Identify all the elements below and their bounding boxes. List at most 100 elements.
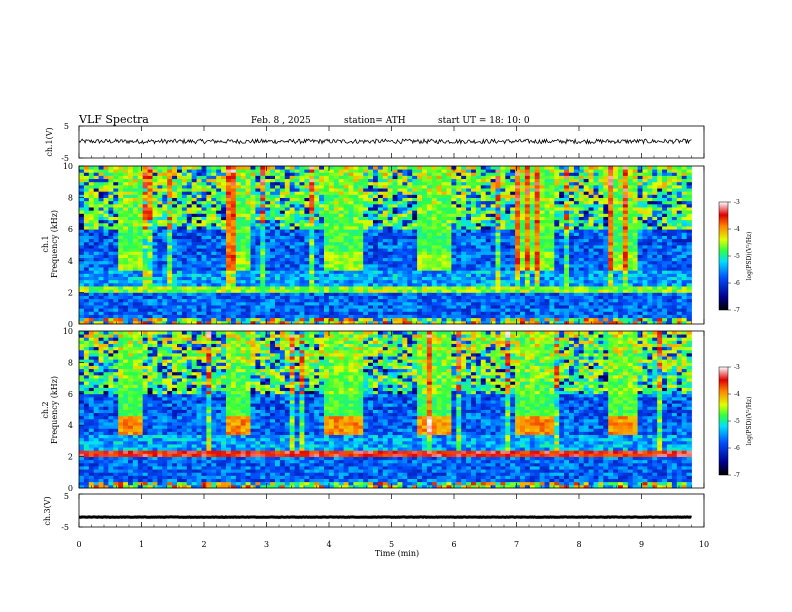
psd-cell	[132, 241, 139, 246]
psd-cell	[309, 178, 315, 183]
psd-cell	[520, 251, 526, 255]
psd-cell	[270, 188, 276, 192]
psd-cell	[451, 276, 457, 281]
psd-cell	[152, 245, 158, 249]
psd-cell	[529, 191, 536, 195]
psd-cell	[221, 251, 227, 255]
psd-cell	[113, 191, 119, 195]
psd-cell	[142, 194, 148, 198]
psd-cell	[534, 210, 540, 214]
psd-cell	[485, 226, 491, 230]
psd-cell	[167, 245, 173, 249]
psd-cell	[348, 317, 354, 322]
psd-cell	[191, 254, 197, 259]
psd-cell	[191, 184, 197, 189]
psd-cell	[377, 292, 384, 296]
psd-cell	[83, 219, 90, 224]
psd-cell	[407, 200, 413, 205]
psd-cell	[309, 245, 315, 249]
psd-cell	[137, 273, 144, 277]
psd-cell	[524, 301, 531, 306]
psd-cell	[554, 178, 560, 183]
psd-cell	[83, 238, 90, 243]
psd-cell	[510, 175, 516, 180]
psd-cell	[319, 320, 325, 325]
psd-cell	[373, 298, 379, 303]
psd-cell	[529, 213, 536, 217]
psd-cell	[451, 301, 457, 306]
psd-cell	[426, 226, 433, 230]
psd-cell	[382, 166, 389, 170]
psd-cell	[250, 203, 256, 208]
psd-cell	[549, 248, 555, 252]
psd-cell	[485, 260, 491, 265]
psd-cell	[265, 251, 271, 255]
psd-cell	[480, 172, 487, 176]
psd-cell	[299, 289, 305, 293]
psd-cell	[461, 298, 467, 303]
psd-cell	[230, 175, 237, 180]
psd-cell	[152, 166, 158, 170]
psd-cell	[118, 251, 124, 255]
psd-cell	[422, 197, 428, 202]
psd-cell	[451, 219, 457, 224]
psd-cell	[206, 270, 212, 274]
psd-cell	[147, 254, 153, 259]
psd-cell	[181, 251, 188, 255]
psd-cell	[363, 166, 369, 170]
psd-cell	[328, 320, 335, 325]
psd-cell	[299, 216, 305, 221]
psd-cell	[441, 172, 447, 176]
psd-cell	[304, 314, 310, 319]
psd-cell	[206, 251, 212, 255]
psd-cell	[123, 203, 129, 208]
psd-cell	[167, 226, 173, 230]
psd-cell	[284, 184, 291, 189]
psd-cell	[186, 292, 193, 296]
psd-cell	[422, 213, 428, 217]
psd-cell	[461, 200, 467, 205]
psd-cell	[520, 301, 526, 306]
psd-cell	[289, 166, 295, 170]
psd-cell	[201, 308, 207, 312]
psd-cell	[304, 298, 310, 303]
psd-cell	[152, 226, 158, 230]
psd-cell	[255, 248, 261, 252]
psd-cell	[353, 289, 359, 293]
psd-cell	[348, 298, 354, 303]
psd-cell	[250, 257, 256, 262]
psd-cell	[495, 172, 501, 176]
psd-cell	[221, 270, 227, 274]
psd-cell	[500, 279, 506, 284]
psd-cell	[201, 289, 207, 293]
psd-cell	[446, 238, 452, 243]
psd-cell	[471, 184, 477, 189]
psd-cell	[358, 241, 364, 246]
psd-cell	[157, 320, 163, 325]
psd-cell	[387, 184, 393, 189]
psd-cell	[167, 188, 173, 192]
psd-cell	[103, 235, 109, 240]
psd-cell	[186, 197, 193, 202]
psd-cell	[167, 232, 173, 236]
psd-cell	[524, 260, 531, 265]
psd-cell	[172, 222, 178, 227]
psd-cell	[461, 251, 467, 255]
psd-cell	[333, 260, 340, 265]
psd-cell	[549, 320, 555, 325]
psd-cell	[93, 210, 99, 214]
psd-cell	[304, 320, 310, 325]
psd-cell	[309, 197, 315, 202]
psd-cell	[544, 320, 550, 325]
psd-cell	[417, 305, 423, 309]
psd-cell	[333, 248, 340, 252]
psd-cell	[304, 276, 310, 281]
psd-cell	[123, 289, 129, 293]
psd-cell	[216, 320, 222, 325]
psd-cell	[265, 184, 271, 189]
psd-cell	[451, 194, 457, 198]
start-time-label: start UT = 18: 10: 0	[438, 116, 530, 126]
psd-cell	[324, 200, 330, 205]
psd-cell	[118, 254, 124, 259]
psd-cell	[103, 184, 109, 189]
